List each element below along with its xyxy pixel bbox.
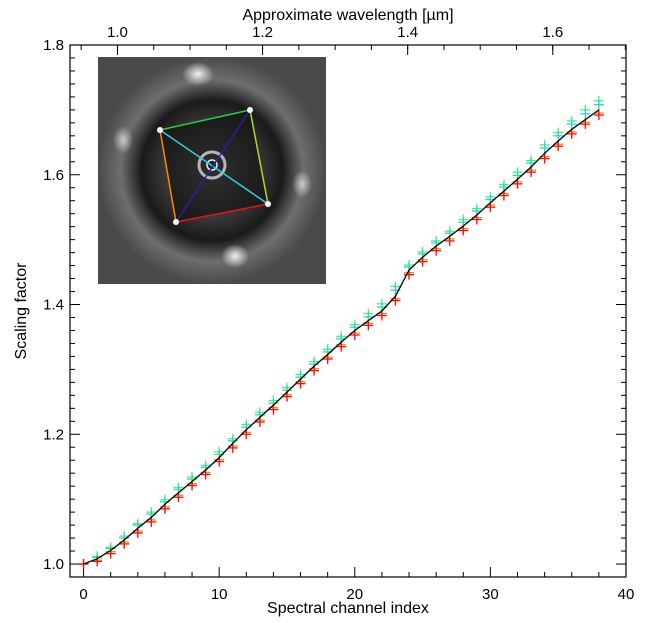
x-tick-label: 30: [482, 586, 499, 603]
y-tick-label: 1.4: [43, 297, 64, 314]
inset-image: [98, 57, 326, 284]
plus-marker: [376, 310, 387, 321]
x-tick-label: 40: [618, 586, 635, 603]
plus-marker: [309, 365, 320, 376]
plus-marker: [593, 99, 604, 110]
inset-bright-blob-right: [292, 170, 312, 198]
plus-marker: [322, 354, 333, 365]
inset-bright-blob-top: [182, 62, 214, 86]
plus-marker: [254, 416, 265, 427]
inset-spot-3: [265, 201, 271, 207]
plus-marker: [295, 378, 306, 389]
plus-marker: [200, 469, 211, 480]
inset-line-right: [249, 109, 269, 205]
tick-labels: 0 10 20 30 40 1.0 1.2 1.4 1.6 1.8 1.0 1.2 1.4 1.6: [43, 24, 634, 603]
x-tick-label: 20: [346, 586, 363, 603]
plus-marker: [553, 130, 564, 141]
series-layer: [78, 95, 604, 570]
plus-marker: [566, 128, 577, 139]
plus-marker: [512, 178, 523, 189]
plus-marker: [132, 527, 143, 538]
inset-line-bottom: [175, 203, 269, 223]
inset-line-left: [159, 129, 177, 223]
axis-ticks: [70, 44, 627, 577]
plus-marker: [173, 492, 184, 503]
inset-line-top: [159, 109, 251, 131]
y-tick-label: 1.0: [43, 556, 64, 573]
plus-marker: [580, 119, 591, 130]
inset-spot-2: [247, 107, 253, 113]
x-axis-title: Spectral channel index: [267, 600, 429, 617]
x-tick-label: 0: [79, 586, 87, 603]
top-tick-label: 1.2: [252, 24, 273, 41]
inset-bright-blob-bottom: [221, 244, 249, 268]
plus-marker: [553, 141, 564, 152]
y-axis-title: Scaling factor: [13, 262, 30, 360]
inset-diagonal-cyan: [159, 129, 269, 205]
plus-marker: [580, 108, 591, 119]
inset-spot-1: [157, 127, 163, 133]
plus-marker: [268, 404, 279, 415]
inset-diagonal-blue: [175, 109, 251, 223]
plus-marker: [227, 442, 238, 453]
y-tick-label: 1.6: [43, 167, 64, 184]
plot-frame: [69, 44, 627, 578]
plus-marker: [593, 110, 604, 121]
plus-marker: [431, 245, 442, 256]
y-tick-label: 1.8: [43, 37, 64, 54]
plus-marker: [539, 143, 550, 154]
plus-marker: [241, 429, 252, 440]
plus-marker: [336, 341, 347, 352]
inset-center-ring: [197, 150, 227, 180]
plus-marker: [78, 559, 89, 570]
series-line: [83, 109, 600, 565]
top-tick-label: 1.0: [107, 24, 128, 41]
top-tick-label: 1.6: [542, 24, 563, 41]
plus-marker: [349, 330, 360, 341]
inset-spot-4: [173, 219, 179, 225]
top-axis-title: Approximate wavelength [µm]: [242, 7, 453, 24]
y-tick-label: 1.2: [43, 426, 64, 443]
plus-marker: [159, 503, 170, 514]
plus-marker: [485, 202, 496, 213]
plus-marker: [458, 225, 469, 236]
x-tick-label: 10: [211, 586, 228, 603]
plus-marker: [417, 256, 428, 267]
plus-marker: [471, 214, 482, 225]
inset-bright-blob-left: [113, 126, 133, 154]
plus-marker: [444, 235, 455, 246]
plus-marker: [526, 167, 537, 178]
plus-marker: [146, 516, 157, 527]
plus-marker: [539, 153, 550, 164]
top-tick-label: 1.4: [397, 24, 418, 41]
plus-marker: [498, 190, 509, 201]
plus-marker: [281, 391, 292, 402]
plus-marker: [363, 320, 374, 331]
